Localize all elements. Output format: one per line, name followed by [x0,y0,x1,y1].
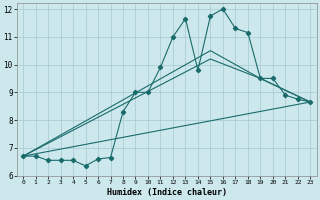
X-axis label: Humidex (Indice chaleur): Humidex (Indice chaleur) [107,188,227,197]
